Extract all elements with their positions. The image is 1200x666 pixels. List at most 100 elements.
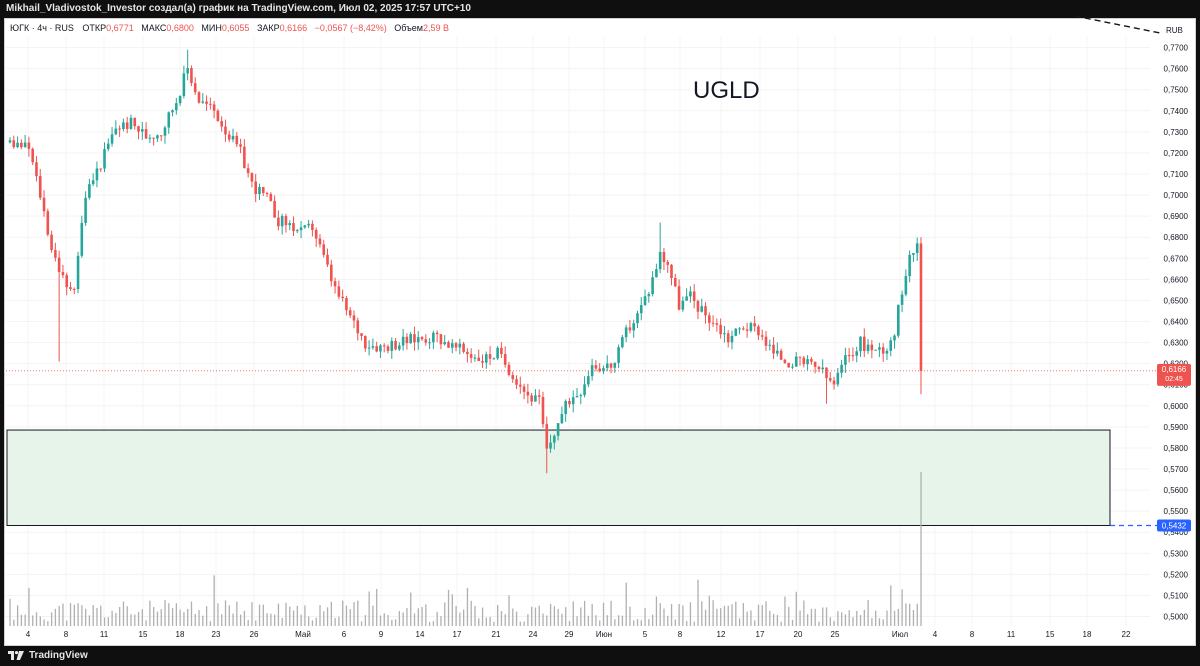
volume-bar [266,613,268,626]
volume-bar [459,612,461,626]
volume-bar [901,589,903,626]
candle-body [919,243,923,371]
candle-body [258,187,261,195]
candle-body [322,244,326,255]
candle-body [314,229,318,239]
candle-body [382,345,386,347]
volume-bar [251,602,253,626]
volume-bar [825,607,828,626]
candle-body [311,223,314,230]
candle-body [333,281,337,287]
candle-body [141,129,144,132]
volume-bar [515,611,518,626]
volume-bar [527,614,529,626]
x-tick-label: 29 [565,630,574,639]
volume-bar [848,610,850,626]
footer-bar: TradingView [0,646,1200,666]
candle-body [609,363,613,368]
x-tick-label: Июн [596,630,612,639]
volume-bar [720,608,722,626]
volume-bar [202,615,204,626]
candle-body [390,340,394,351]
y-tick-label: 0,5400 [1164,528,1189,537]
volume-bar [591,603,593,626]
volume-bar [81,605,83,626]
volume-bar [73,604,75,626]
volume-bar [519,621,521,626]
volume-bar [243,610,246,626]
candle-body [295,230,299,232]
candle-body [844,355,847,365]
volume-bar [432,621,435,626]
volume-bar [304,605,306,626]
volume-bar [107,617,109,626]
volume-bar [818,621,820,626]
volume-bar [221,614,223,626]
y-tick-label: 0,7500 [1164,86,1189,95]
volume-bar [368,591,370,626]
last-price-tag: 0,6166 02:45 [1157,363,1191,386]
candle-body [439,334,443,345]
volume-bar [841,612,843,626]
candle-body [602,368,605,372]
volume-bar [890,585,892,626]
x-tick-label: Май [295,630,311,639]
candle-body [900,294,904,305]
volume-bar [701,601,703,626]
volume-bar [810,608,813,626]
volume-bar [504,614,506,626]
volume-bar [149,600,151,626]
volume-bar [640,620,642,626]
volume-bar [281,617,283,626]
candle-body [345,298,348,311]
support-zone-rect[interactable] [6,429,1111,526]
ugld-annotation[interactable]: UGLD [693,77,760,104]
candle-body [443,342,446,345]
volume-bar [754,620,756,626]
countdown: 02:45 [1165,376,1183,383]
y-tick-label: 0,7000 [1164,191,1189,200]
tradingview-brand: TradingView [29,650,88,661]
candle-body [870,344,874,351]
volume-bar [9,598,11,626]
volume-bar [319,605,321,626]
x-tick-label: 6 [342,630,347,639]
candle-body [469,354,473,358]
candle-body [265,192,269,195]
volume-bar [428,621,431,626]
volume-bar [236,601,238,626]
volume-bar [383,613,385,626]
candle-body [670,264,673,279]
volume-bar [723,605,726,626]
candle-body [734,328,738,336]
volume-bar [674,619,676,626]
candle-body [216,110,220,122]
candle-body [643,296,647,306]
volume-bar [466,587,469,626]
volume-bar [228,605,230,626]
volume-bar [66,620,68,626]
candle-body [810,359,813,362]
candle-body [484,354,488,363]
dashed-trend-line[interactable] [1074,15,1161,34]
volume-bar [508,595,510,626]
tradingview-logo[interactable]: TradingView [8,650,88,661]
candles [8,49,923,474]
support-zone[interactable] [6,429,1157,527]
volume-bar [296,605,298,626]
candle-body [88,184,91,198]
candle-body [72,288,76,290]
candle-body [364,335,367,349]
candle-body [768,344,772,346]
candle-body [261,187,265,193]
legend: ЮГК · 4ч · RUS ОТКР0,6771 МАКС0,6800 МИН… [10,23,449,33]
volume-bar [258,604,261,626]
volume-bar [436,611,438,626]
candle-body [519,384,522,387]
x-tick-label: 24 [529,630,538,639]
candle-body [912,253,915,255]
volume-bar [859,615,862,626]
candle-body [500,347,503,355]
candle-body [348,310,352,316]
